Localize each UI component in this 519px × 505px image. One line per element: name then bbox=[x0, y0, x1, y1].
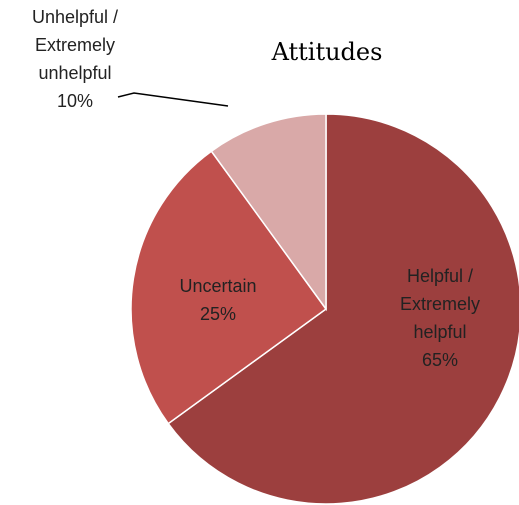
category-label: Unhelpful / Extremely unhelpful bbox=[31, 7, 119, 83]
leader-line bbox=[117, 92, 229, 107]
percent-label: 25% bbox=[199, 304, 237, 324]
pie-slice bbox=[210, 113, 327, 312]
slice-label: Unhelpful / Extremely unhelpful 10% bbox=[5, 3, 145, 115]
chart-title: Attitudes bbox=[271, 38, 383, 66]
category-label: Helpful / Extremely helpful bbox=[399, 266, 480, 342]
pie-slice bbox=[167, 113, 519, 505]
percent-label: 10% bbox=[56, 91, 94, 111]
slice-label: Helpful / Extremely helpful 65% bbox=[375, 262, 505, 374]
percent-label: 65% bbox=[421, 350, 459, 370]
pie-slice bbox=[130, 150, 328, 425]
slice-label: Uncertain 25% bbox=[158, 272, 278, 328]
category-label: Uncertain bbox=[179, 276, 257, 296]
